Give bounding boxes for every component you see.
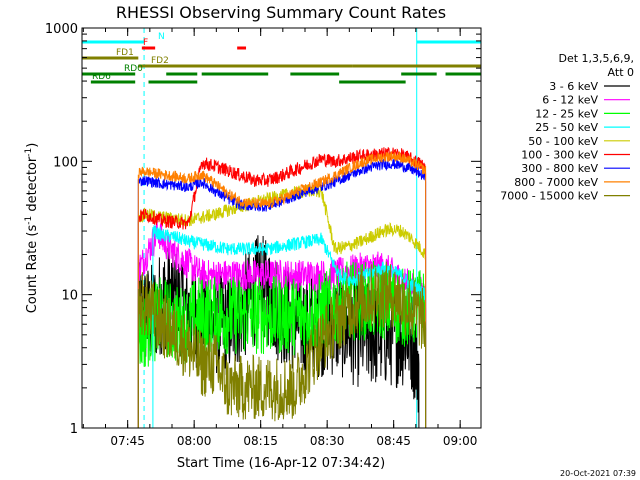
flag-label-0: N <box>158 32 165 42</box>
footer-timestamp: 20-Oct-2021 07:39 <box>560 469 636 478</box>
y-axis-label-end: ) <box>25 143 40 148</box>
series-trace-3 <box>152 225 427 428</box>
legend-label-6: 300 - 800 keV <box>521 162 598 175</box>
x-tick-label-4: 08:45 <box>376 434 411 448</box>
legend-label-8: 7000 - 15000 keV <box>500 190 598 203</box>
y-axis-label-mid: detector <box>25 156 40 216</box>
y-tick-label-1: 10 <box>61 289 78 304</box>
flag-label-1: F <box>143 38 148 48</box>
series-trace-8 <box>137 261 427 428</box>
flag-label-5: RD6 <box>92 72 111 82</box>
y-tick-label-2: 100 <box>53 155 78 170</box>
x-tick-label-2: 08:15 <box>243 434 278 448</box>
series-trace-0 <box>137 235 420 428</box>
x-axis-label: Start Time (16-Apr-12 07:34:42) <box>177 456 385 471</box>
legend-label-1: 6 - 12 keV <box>542 94 598 107</box>
legend-label-7: 800 - 7000 keV <box>514 176 598 189</box>
legend-label-0: 3 - 6 keV <box>549 80 598 93</box>
chart-title: RHESSI Observing Summary Count Rates <box>116 3 446 22</box>
legend-header-1: Att 0 <box>608 66 634 79</box>
y-tick-label-0: 1 <box>70 422 78 437</box>
plot-area: NF FD1 FD2 RD0 RD6 <box>81 28 482 428</box>
y-tick-label-3: 1000 <box>45 22 78 37</box>
axes: 07:45 08:00 08:15 08:30 08:45 09:00 1 10 100 1000 <box>45 22 482 448</box>
flag-label-2: FD1 <box>116 48 134 58</box>
legend-label-2: 12 - 25 keV <box>535 107 598 120</box>
flag-label-3: FD2 <box>151 56 169 66</box>
legend-header-0: Det 1,3,5,6,9, <box>558 52 634 65</box>
series-group <box>137 147 427 428</box>
y-axis-label-sup2: -1 <box>24 148 34 157</box>
x-tick-label-0: 07:45 <box>110 434 145 448</box>
plot-frame <box>81 27 482 429</box>
series-trace-7 <box>137 150 427 428</box>
y-axis-label: Count Rate (s-1 detector-1) <box>24 143 40 314</box>
legend-label-3: 25 - 50 keV <box>535 121 598 134</box>
y-axis-label-main: Count Rate (s <box>25 225 40 314</box>
legend-label-4: 50 - 100 keV <box>528 135 598 148</box>
flag-label-4: RD0 <box>124 64 143 74</box>
x-tick-label-1: 08:00 <box>177 434 212 448</box>
x-tick-label-5: 09:00 <box>443 434 478 448</box>
x-tick-label-3: 08:30 <box>310 434 345 448</box>
y-axis-label-sup: -1 <box>24 216 34 225</box>
legend-label-5: 100 - 300 keV <box>521 149 598 162</box>
